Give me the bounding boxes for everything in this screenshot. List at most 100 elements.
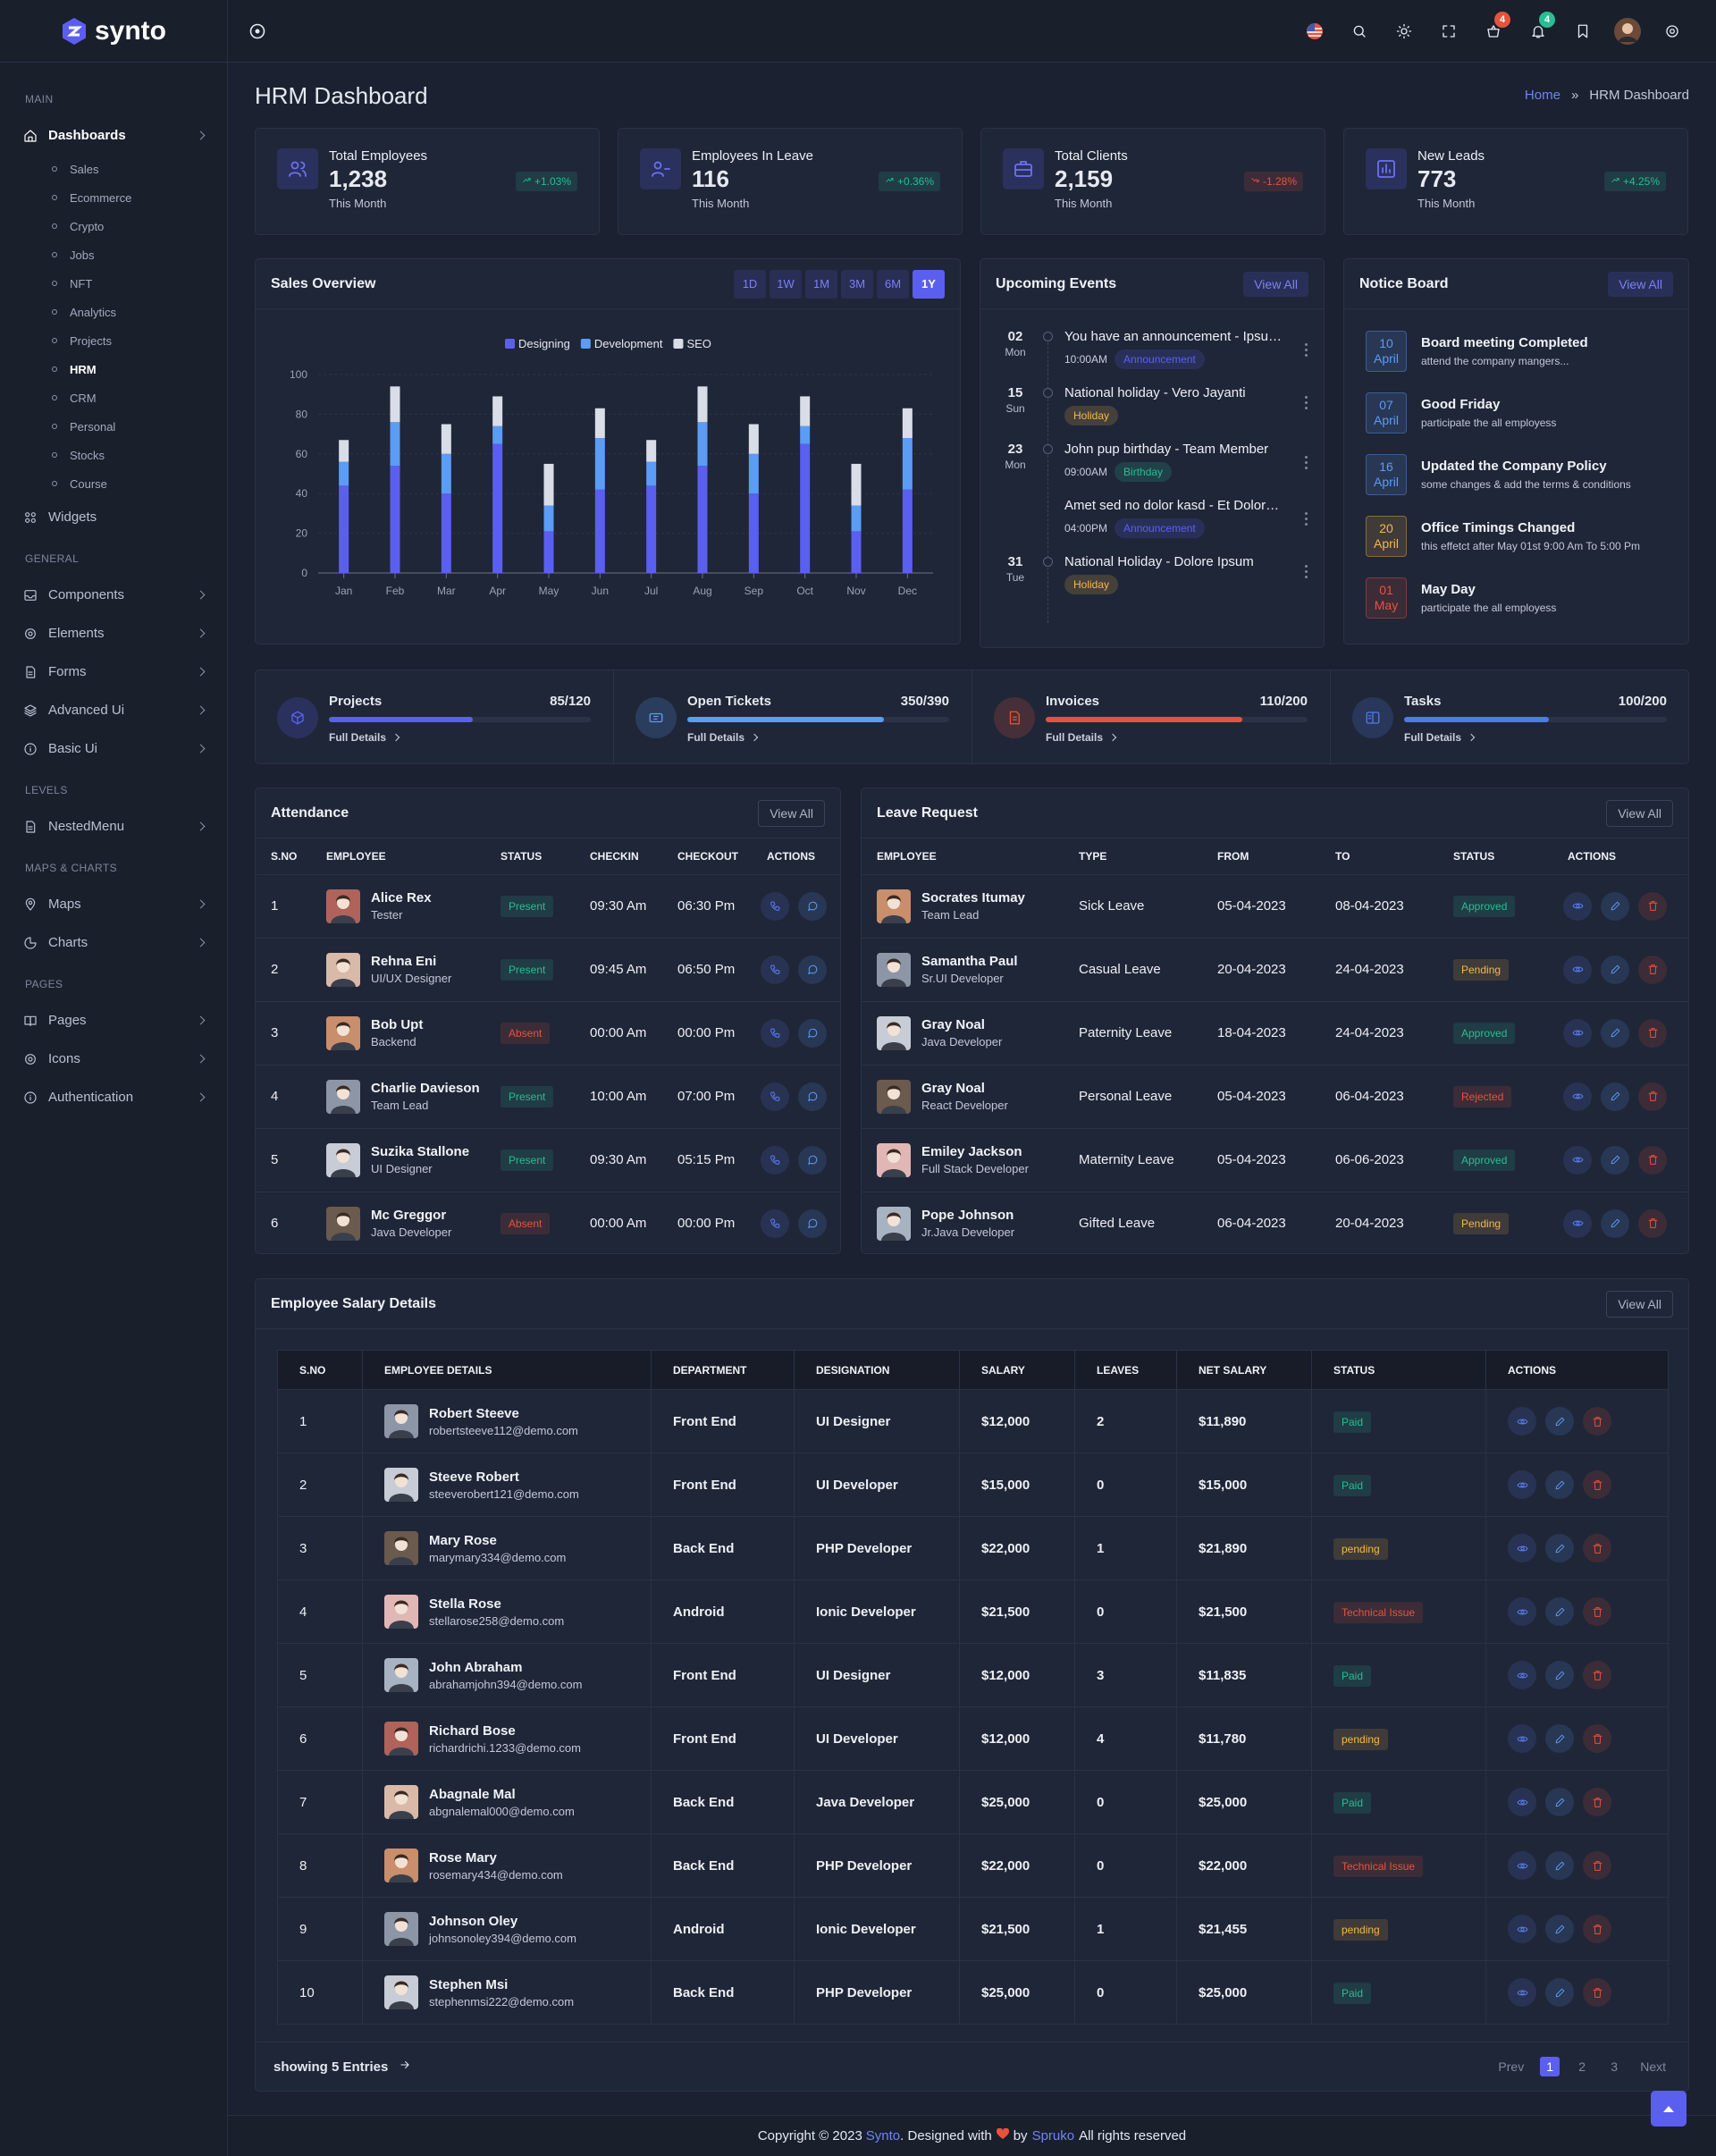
nav-sub-item[interactable]: NFT	[0, 269, 227, 298]
action-button[interactable]	[1583, 1978, 1611, 2007]
action-button[interactable]	[1545, 1788, 1574, 1816]
nav-sub-item[interactable]: Projects	[0, 326, 227, 355]
action-button[interactable]	[1563, 1145, 1592, 1175]
action-button[interactable]	[1601, 1018, 1629, 1048]
action-button[interactable]	[761, 1209, 789, 1238]
view-all[interactable]: View All	[758, 799, 825, 827]
brand-link[interactable]: Synto	[865, 2128, 901, 2143]
action-button[interactable]	[1545, 1597, 1574, 1626]
header-icon[interactable]	[1560, 13, 1605, 49]
more-menu[interactable]	[1305, 396, 1308, 442]
action-button[interactable]	[1508, 1788, 1536, 1816]
action-button[interactable]	[798, 1145, 827, 1175]
action-button[interactable]	[761, 1018, 789, 1048]
nav-item[interactable]: Dashboards	[0, 116, 227, 155]
menu-toggle[interactable]	[249, 23, 265, 39]
action-button[interactable]	[1545, 1470, 1574, 1499]
header-icon[interactable]	[1337, 13, 1382, 49]
action-button[interactable]	[761, 891, 789, 921]
action-button[interactable]	[1583, 1915, 1611, 1943]
view-all[interactable]: View All	[1606, 1290, 1673, 1318]
action-button[interactable]	[1601, 1209, 1629, 1238]
action-button[interactable]	[761, 1082, 789, 1111]
full-details[interactable]: Full Details	[1404, 731, 1476, 744]
range-button[interactable]: 1M	[805, 269, 837, 299]
full-details[interactable]: Full Details	[687, 731, 759, 744]
action-button[interactable]	[1638, 1018, 1667, 1048]
page-link[interactable]: Prev	[1498, 2059, 1525, 2074]
page-link[interactable]: 1	[1540, 2057, 1560, 2076]
range-button[interactable]: 1Y	[913, 269, 945, 299]
action-button[interactable]	[1545, 1915, 1574, 1943]
action-button[interactable]	[1638, 1145, 1667, 1175]
action-button[interactable]	[1508, 1724, 1536, 1753]
page-link[interactable]: Next	[1640, 2059, 1666, 2074]
breadcrumb-link[interactable]: Home	[1524, 88, 1560, 103]
action-button[interactable]	[1563, 891, 1592, 921]
nav-sub-item[interactable]: Sales	[0, 155, 227, 183]
view-all[interactable]: View All	[1606, 799, 1673, 827]
nav-item[interactable]: Widgets	[0, 498, 227, 536]
full-details[interactable]: Full Details	[329, 731, 400, 744]
action-button[interactable]	[1545, 1661, 1574, 1689]
action-button[interactable]	[1601, 891, 1629, 921]
nav-item[interactable]: Authentication	[0, 1078, 227, 1116]
company-link[interactable]: Spruko	[1031, 2128, 1075, 2143]
nav-sub-item[interactable]: HRM	[0, 355, 227, 383]
nav-item[interactable]: Elements	[0, 614, 227, 653]
action-button[interactable]	[1508, 1661, 1536, 1689]
nav-item[interactable]: Forms	[0, 653, 227, 691]
nav-sub-item[interactable]: Crypto	[0, 212, 227, 240]
nav-sub-item[interactable]: Analytics	[0, 298, 227, 326]
settings[interactable]	[1650, 13, 1695, 49]
nav-sub-item[interactable]: Course	[0, 469, 227, 498]
profile[interactable]	[1605, 13, 1650, 49]
action-button[interactable]	[1563, 1082, 1592, 1111]
action-button[interactable]	[798, 955, 827, 984]
nav-item[interactable]: Components	[0, 576, 227, 614]
nav-item[interactable]: Charts	[0, 923, 227, 962]
nav-sub-item[interactable]: Jobs	[0, 240, 227, 269]
action-button[interactable]	[1601, 1082, 1629, 1111]
action-button[interactable]	[1545, 1851, 1574, 1880]
action-button[interactable]	[761, 955, 789, 984]
action-button[interactable]	[1563, 955, 1592, 984]
action-button[interactable]	[798, 1018, 827, 1048]
header-icon[interactable]: 4	[1516, 11, 1560, 49]
nav-sub-item[interactable]: CRM	[0, 383, 227, 412]
action-button[interactable]	[1638, 955, 1667, 984]
action-button[interactable]	[1638, 891, 1667, 921]
brand[interactable]: synto	[0, 0, 227, 63]
action-button[interactable]	[1638, 1209, 1667, 1238]
action-button[interactable]	[798, 1082, 827, 1111]
action-button[interactable]	[1583, 1597, 1611, 1626]
action-button[interactable]	[1583, 1661, 1611, 1689]
action-button[interactable]	[1563, 1209, 1592, 1238]
action-button[interactable]	[1545, 1724, 1574, 1753]
action-button[interactable]	[1583, 1851, 1611, 1880]
action-button[interactable]	[761, 1145, 789, 1175]
language[interactable]	[1292, 13, 1337, 49]
nav-item[interactable]: NestedMenu	[0, 807, 227, 846]
range-button[interactable]: 6M	[877, 269, 909, 299]
action-button[interactable]	[1545, 1407, 1574, 1436]
nav-sub-item[interactable]: Stocks	[0, 441, 227, 469]
action-button[interactable]	[1583, 1470, 1611, 1499]
nav-item[interactable]: Basic Ui	[0, 729, 227, 768]
header-icon[interactable]: 4	[1471, 11, 1516, 49]
nav-item[interactable]: Maps	[0, 885, 227, 923]
scroll-top[interactable]	[1651, 2091, 1687, 2127]
full-details[interactable]: Full Details	[1046, 731, 1117, 744]
action-button[interactable]	[1508, 1470, 1536, 1499]
more-menu[interactable]	[1305, 343, 1308, 385]
action-button[interactable]	[798, 1209, 827, 1238]
page-link[interactable]: 2	[1578, 2059, 1586, 2074]
view-all[interactable]: View All	[1608, 271, 1673, 297]
range-button[interactable]: 1D	[734, 269, 766, 299]
action-button[interactable]	[1583, 1534, 1611, 1562]
nav-item[interactable]: Icons	[0, 1040, 227, 1078]
header-icon[interactable]	[1426, 13, 1471, 49]
nav-sub-item[interactable]: Ecommerce	[0, 183, 227, 212]
action-button[interactable]	[1638, 1082, 1667, 1111]
action-button[interactable]	[1601, 1145, 1629, 1175]
